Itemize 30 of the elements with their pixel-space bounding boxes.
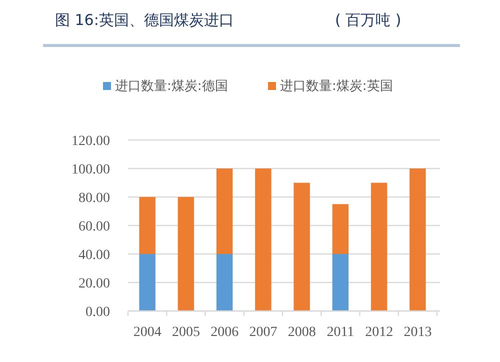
- x-tick-label: 2004: [133, 325, 162, 340]
- x-tick-label: 2008: [288, 325, 316, 340]
- bar: [178, 197, 194, 311]
- bar: [255, 168, 272, 311]
- bar: [294, 182, 310, 311]
- x-tick-label: 2006: [210, 325, 239, 340]
- x-tick-label: 2007: [249, 325, 278, 340]
- bar: [332, 254, 349, 311]
- y-tick-label: 60.00: [78, 220, 110, 234]
- y-tick-label: 100.00: [72, 162, 110, 178]
- bar: [410, 168, 426, 311]
- y-tick-label: 20.00: [78, 276, 110, 292]
- y-tick-label: 120.00: [72, 134, 110, 149]
- x-tick-label: 2013: [404, 325, 432, 340]
- chart-subtitle: ( 百万吨 ): [335, 11, 402, 29]
- x-tick-label: 2005: [172, 325, 200, 340]
- y-tick-label: 0.00: [86, 305, 110, 320]
- bar: [370, 182, 388, 311]
- chart-title: 图 16:英国、德国煤炭进口: [55, 11, 234, 29]
- y-tick-label: 40.00: [78, 248, 110, 263]
- legend-item: 进口数量:煤炭:英国: [268, 79, 393, 94]
- bar: [139, 254, 156, 311]
- bar: [139, 197, 156, 254]
- bar: [332, 204, 349, 254]
- y-tick-label: 80.00: [78, 191, 110, 206]
- bar: [216, 254, 233, 311]
- x-tick-label: 2012: [365, 325, 394, 340]
- x-tick-label: 2011: [326, 325, 354, 340]
- bar: [216, 168, 233, 254]
- legend-item: 进口数量:煤炭:德国: [103, 79, 228, 94]
